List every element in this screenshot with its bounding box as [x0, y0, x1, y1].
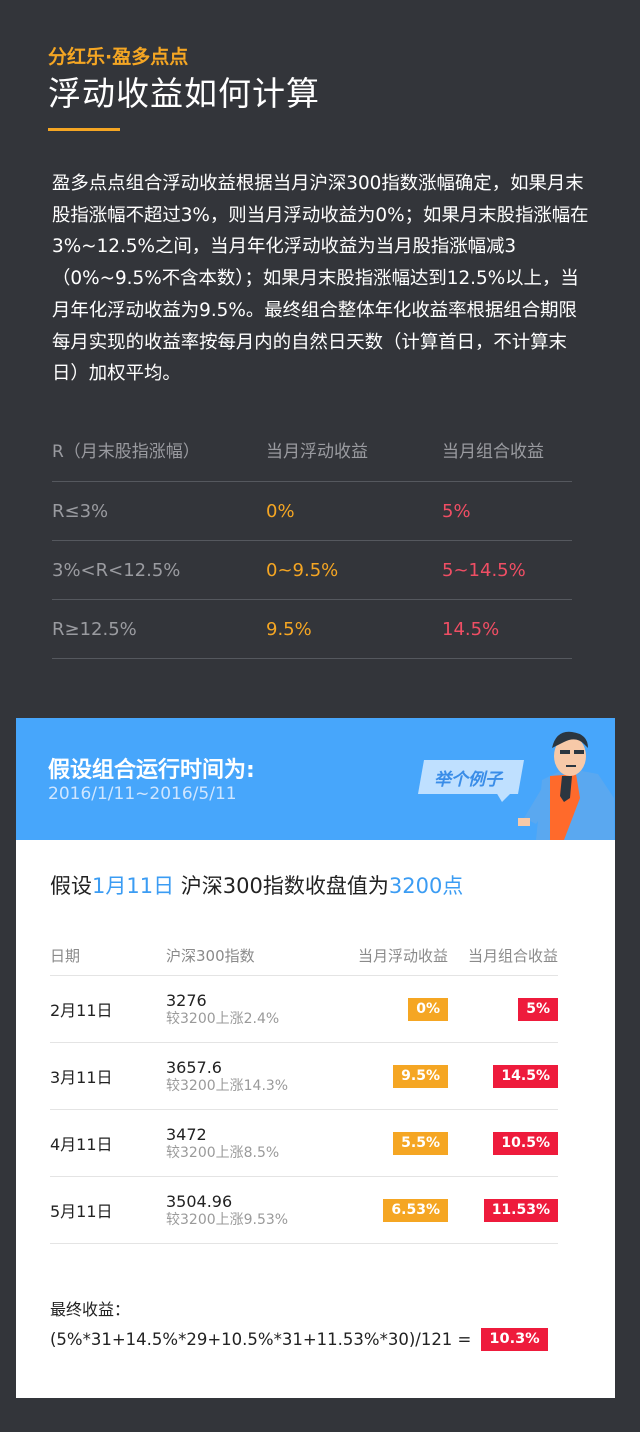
row-floating-cell: 5.5% [338, 1131, 448, 1155]
row-index: 3657.6 [166, 1057, 222, 1077]
rule-floating: 9.5% [266, 618, 312, 640]
final-label: 最终收益： [50, 1300, 131, 1319]
assume-middle: 沪深300指数收盘值为 [174, 874, 389, 898]
rule-r: R≥12.5% [52, 618, 137, 640]
rule-table: R（月末股指涨幅） 当月浮动收益 当月组合收益 R≤3% 0% 5% 3%<R<… [52, 432, 572, 659]
table-row: R≤3% 0% 5% [52, 482, 572, 541]
rule-combined: 14.5% [442, 618, 500, 640]
row-compare: 较3200上涨2.4% [166, 1010, 280, 1027]
banner-dates: 2016/1/11~2016/5/11 [48, 784, 237, 804]
final-result-badge: 10.3% [481, 1328, 548, 1351]
rule-combined: 5% [442, 500, 471, 522]
floating-badge: 0% [408, 997, 448, 1021]
rule-r: R≤3% [52, 500, 109, 522]
row-index-cell: 3657.6 较3200上涨14.3% [166, 1058, 338, 1095]
assumption-line: 假设1月11日 沪深300指数收盘值为3200点 [50, 870, 463, 900]
assume-date: 1月11日 [92, 874, 175, 898]
final-formula-line: (5%*31+14.5%*29+10.5%*31+11.53%*30)/121 … [50, 1328, 548, 1351]
assume-prefix: 假设 [50, 874, 92, 898]
rule-combined: 5~14.5% [442, 559, 526, 581]
row-compare: 较3200上涨14.3% [166, 1077, 289, 1094]
rule-r: 3%<R<12.5% [52, 559, 181, 581]
row-combined-cell: 5% [448, 997, 558, 1021]
combined-badge: 10.5% [493, 1131, 558, 1155]
combined-badge: 11.53% [483, 1198, 558, 1222]
combined-badge: 5% [518, 997, 558, 1021]
header-floating: 当月浮动收益 [357, 947, 448, 965]
row-combined-cell: 14.5% [448, 1064, 558, 1088]
row-floating-cell: 9.5% [338, 1064, 448, 1088]
header-combined: 当月组合收益 [467, 947, 558, 965]
table-row: 3月11日 3657.6 较3200上涨14.3% 9.5% 14.5% [50, 1043, 558, 1110]
row-date: 3月11日 [50, 1068, 113, 1087]
row-compare: 较3200上涨8.5% [166, 1144, 280, 1161]
table-row: 3%<R<12.5% 0~9.5% 5~14.5% [52, 541, 572, 600]
row-index: 3472 [166, 1124, 207, 1144]
example-table: 日期 沪深300指数 当月浮动收益 当月组合收益 2月11日 3276 较320… [50, 940, 558, 1244]
floating-badge: 5.5% [393, 1131, 448, 1155]
table-row: 4月11日 3472 较3200上涨8.5% 5.5% 10.5% [50, 1110, 558, 1177]
header-date: 日期 [50, 947, 81, 965]
row-date: 4月11日 [50, 1135, 113, 1154]
row-date: 5月11日 [50, 1202, 113, 1221]
example-table-header: 日期 沪深300指数 当月浮动收益 当月组合收益 [50, 940, 558, 976]
row-combined-cell: 10.5% [448, 1131, 558, 1155]
row-index-cell: 3504.96 较3200上涨9.53% [166, 1192, 338, 1229]
intro-paragraph: 盈多点点组合浮动收益根据当月沪深300指数涨幅确定，如果月末股指涨幅不超过3%，… [52, 173, 589, 385]
rule-header-floating: 当月浮动收益 [266, 442, 368, 462]
page-subtitle: 分红乐·盈多点点 [48, 46, 189, 68]
row-floating-cell: 0% [338, 997, 448, 1021]
row-index: 3276 [166, 990, 207, 1010]
floating-badge: 9.5% [393, 1064, 448, 1088]
banner-title: 假设组合运行时间为: [48, 758, 255, 783]
row-floating-cell: 6.53% [338, 1198, 448, 1222]
rule-header-combined: 当月组合收益 [442, 442, 544, 462]
final-formula: (5%*31+14.5%*29+10.5%*31+11.53%*30)/121 … [50, 1330, 472, 1349]
rule-floating: 0% [266, 500, 295, 522]
floating-badge: 6.53% [383, 1198, 448, 1222]
row-compare: 较3200上涨9.53% [166, 1211, 289, 1228]
page-title: 浮动收益如何计算 [48, 74, 320, 113]
rule-floating: 0~9.5% [266, 559, 339, 581]
rule-header-r: R（月末股指涨幅） [52, 442, 200, 462]
row-date: 2月11日 [50, 1001, 113, 1020]
assume-value: 3200点 [388, 874, 464, 898]
row-combined-cell: 11.53% [448, 1198, 558, 1222]
bubble-label: 举个例子 [434, 770, 502, 790]
rule-table-header: R（月末股指涨幅） 当月浮动收益 当月组合收益 [52, 432, 572, 482]
row-index: 3504.96 [166, 1191, 233, 1211]
table-row: 2月11日 3276 较3200上涨2.4% 0% 5% [50, 976, 558, 1043]
table-row: 5月11日 3504.96 较3200上涨9.53% 6.53% 11.53% [50, 1177, 558, 1244]
presenter-illustration-icon [518, 731, 614, 840]
title-underline [48, 128, 120, 131]
table-row: R≥12.5% 9.5% 14.5% [52, 600, 572, 659]
combined-badge: 14.5% [493, 1064, 558, 1088]
row-index-cell: 3472 较3200上涨8.5% [166, 1125, 338, 1162]
speech-bubble-tail [496, 792, 512, 802]
header: 分红乐·盈多点点 浮动收益如何计算 [48, 44, 608, 116]
row-index-cell: 3276 较3200上涨2.4% [166, 991, 338, 1028]
example-banner: 假设组合运行时间为: 2016/1/11~2016/5/11 举个例子 [16, 718, 615, 840]
example-card: 假设组合运行时间为: 2016/1/11~2016/5/11 举个例子 假设1月… [16, 718, 615, 1398]
header-index: 沪深300指数 [166, 947, 255, 965]
